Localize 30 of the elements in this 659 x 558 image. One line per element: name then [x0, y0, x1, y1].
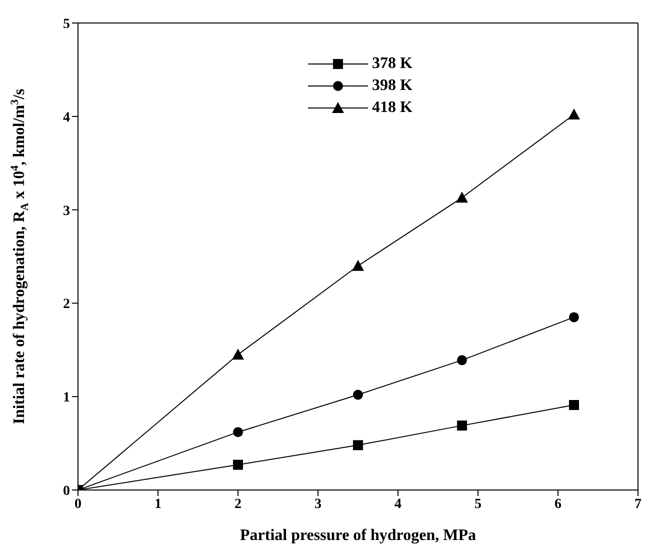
x-axis-title: Partial pressure of hydrogen, MPa — [240, 527, 476, 544]
x-tick-label: 6 — [554, 496, 562, 512]
point — [352, 260, 364, 271]
y-tick-label: 0 — [63, 484, 70, 499]
point — [568, 108, 580, 120]
x-tick-label: 5 — [474, 496, 482, 512]
legend-label: 418 K — [372, 99, 412, 117]
y-tick-label: 3 — [63, 204, 70, 219]
point — [569, 400, 579, 410]
point — [569, 312, 579, 322]
point — [457, 420, 467, 431]
legend-label: 378 K — [372, 55, 412, 73]
x-tick-label: 1 — [154, 496, 162, 512]
point — [353, 440, 363, 450]
point — [233, 427, 243, 438]
y-tick-label: 5 — [63, 16, 70, 32]
point — [456, 192, 468, 203]
legend-label: 398 K — [372, 77, 412, 95]
point — [232, 348, 244, 360]
point — [457, 355, 467, 366]
x-tick-label: 7 — [634, 496, 642, 512]
x-tick-label: 4 — [394, 496, 402, 512]
y-tick-label: 2 — [63, 297, 70, 312]
x-tick-label: 0 — [74, 496, 82, 512]
point — [233, 460, 243, 470]
x-tick-label: 3 — [314, 496, 322, 512]
point — [353, 390, 363, 400]
y-tick-label: 4 — [63, 110, 70, 126]
x-tick-label: 2 — [234, 496, 242, 512]
y-tick-label: 1 — [63, 390, 70, 406]
